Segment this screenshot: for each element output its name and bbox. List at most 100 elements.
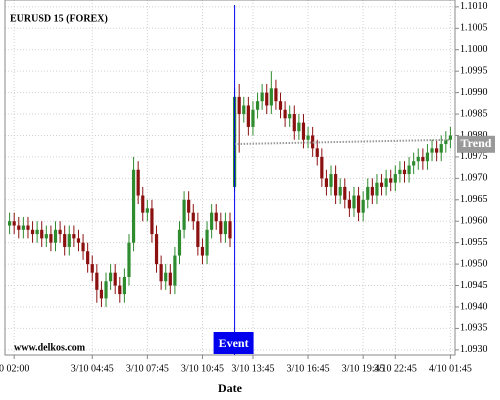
- x-tick-label: 3/10 13:45: [231, 363, 274, 374]
- candle-body: [164, 272, 168, 282]
- candle-body: [370, 186, 374, 196]
- x-tick-label: 3/10 10:45: [181, 363, 224, 374]
- y-tick-label: 1.0965: [460, 194, 488, 205]
- candle-body: [173, 255, 177, 286]
- candle-body: [251, 109, 255, 127]
- candle-body: [76, 238, 81, 243]
- watermark: www.delkos.com: [14, 342, 86, 353]
- candle-body: [109, 272, 113, 282]
- candle-body: [338, 186, 342, 196]
- x-tick-label: 0 02:00: [0, 363, 29, 374]
- candle-body: [26, 225, 30, 230]
- x-axis-title: Date: [218, 381, 243, 395]
- candle-body: [67, 234, 71, 247]
- candle-body: [315, 148, 319, 157]
- candle-body: [214, 212, 218, 222]
- candle-body: [430, 148, 434, 153]
- candle-body: [53, 229, 58, 243]
- candle-body: [255, 101, 260, 110]
- candle-body: [205, 229, 209, 256]
- candle-body: [320, 156, 324, 179]
- candle-body: [7, 221, 12, 226]
- candle-body: [435, 148, 439, 153]
- y-tick-label: 1.1010: [460, 1, 488, 12]
- trend-line: [234, 138, 451, 146]
- candle-body: [86, 251, 90, 265]
- candle-body: [136, 169, 140, 196]
- candle-body: [35, 229, 39, 235]
- candle-body: [30, 229, 35, 235]
- candle-body: [297, 122, 301, 132]
- candle-body: [242, 105, 246, 115]
- y-tick-label: 1.0955: [460, 237, 488, 248]
- candle-body: [334, 174, 338, 196]
- candle-body: [182, 199, 186, 230]
- candle-body: [379, 182, 384, 187]
- candle-body: [352, 195, 356, 209]
- candle-body: [49, 234, 53, 243]
- candle-body: [398, 169, 402, 175]
- candle-body: [421, 156, 425, 162]
- candle-body: [265, 92, 269, 106]
- y-tick-label: 1.0930: [460, 344, 488, 355]
- candle-body: [274, 88, 278, 102]
- y-tick-label: 1.0950: [460, 258, 488, 269]
- candle-body: [228, 221, 232, 239]
- candle-body: [407, 165, 411, 175]
- candle-body: [17, 225, 21, 230]
- candle-body: [145, 208, 149, 213]
- candle-body: [412, 161, 416, 166]
- candle-body: [324, 178, 329, 187]
- candle-body: [292, 114, 296, 132]
- candle-body: [40, 229, 44, 239]
- x-tick-label: 4/10 01:45: [429, 363, 472, 374]
- marks: [7, 71, 453, 307]
- candle-body: [329, 174, 333, 187]
- candle-body: [375, 182, 379, 196]
- candle-body: [301, 122, 306, 140]
- candle-body: [393, 174, 397, 183]
- candle-body: [269, 88, 273, 106]
- candle-body: [177, 229, 182, 256]
- y-tick-label: 1.0975: [460, 151, 488, 162]
- candle-body: [402, 169, 407, 175]
- candle-body: [72, 234, 76, 239]
- candle-body: [63, 234, 67, 247]
- candle-body: [343, 186, 347, 200]
- candle-body: [361, 199, 365, 213]
- y-tick-label: 1.0960: [460, 216, 488, 227]
- candle-body: [12, 221, 16, 226]
- y-tick-label: 1.1000: [460, 44, 488, 55]
- candle-body: [99, 289, 104, 299]
- y-tick-label: 1.0995: [460, 65, 488, 76]
- candle-body: [187, 199, 191, 213]
- candle-body: [113, 272, 117, 286]
- candle-body: [141, 195, 145, 213]
- candle-body: [425, 152, 430, 162]
- candle-body: [384, 178, 388, 187]
- x-tick-label: 3/10 07:45: [126, 363, 169, 374]
- candle-body: [283, 109, 287, 119]
- x-tick-label: 3/10 04:45: [71, 363, 114, 374]
- candle-body: [122, 276, 126, 295]
- y-tick-label: 1.0935: [460, 323, 488, 334]
- candle-body: [90, 264, 94, 273]
- x-tick-label: 3/10 19:45: [342, 363, 385, 374]
- candle-body: [306, 135, 310, 140]
- candle-body: [200, 246, 205, 256]
- x-tick-label: 3/10 22:45: [374, 363, 417, 374]
- candle-body: [81, 242, 85, 252]
- y-tick-label: 1.0985: [460, 108, 488, 119]
- candle-body: [44, 234, 48, 239]
- candle-body: [366, 186, 370, 200]
- candle-body: [260, 92, 264, 102]
- grid: [5, 0, 455, 355]
- candle-body: [150, 208, 154, 235]
- candle-body: [95, 272, 99, 290]
- candle-body: [168, 272, 172, 286]
- candle-body: [154, 234, 159, 265]
- candle-body: [210, 212, 214, 230]
- candle-body: [127, 242, 131, 277]
- candle-body: [416, 156, 420, 162]
